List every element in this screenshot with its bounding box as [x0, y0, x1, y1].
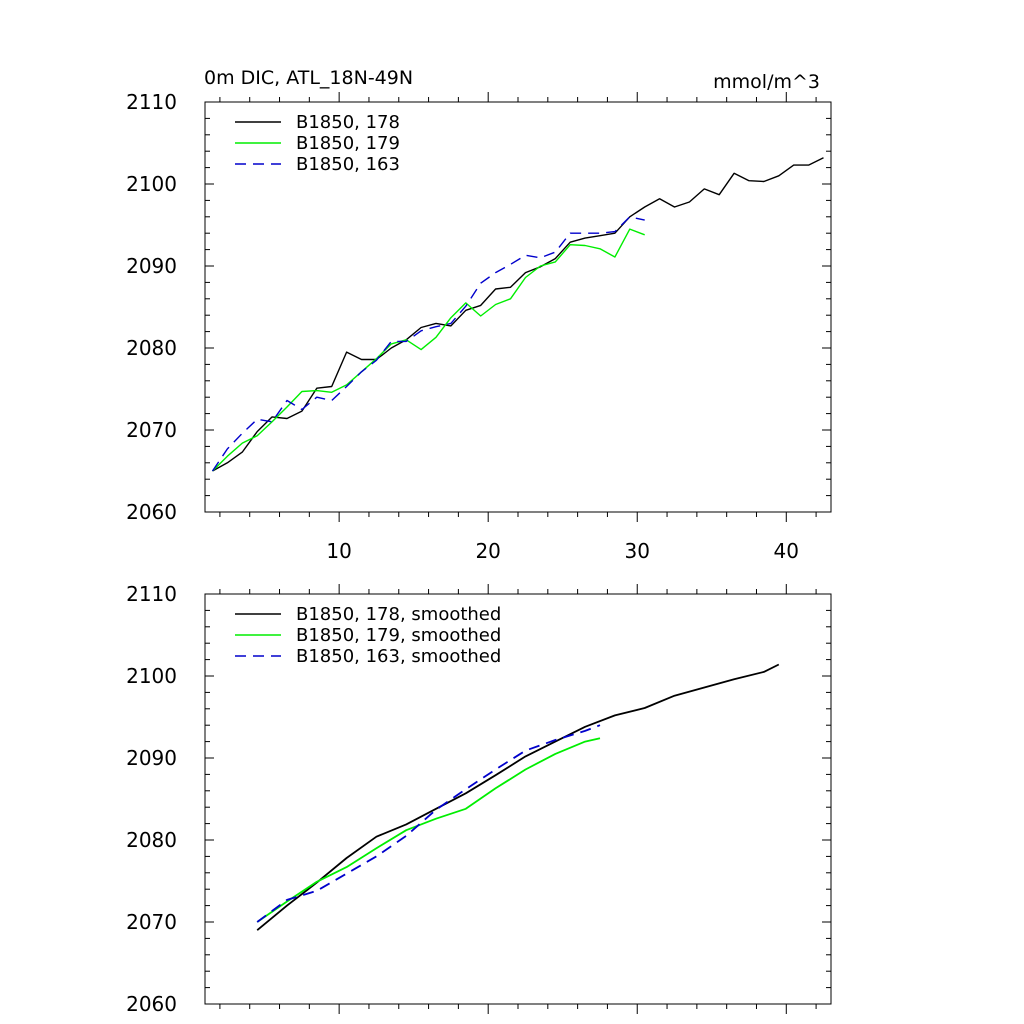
legend-label-1: B1850, 179 — [296, 133, 400, 154]
series-line-0 — [212, 157, 824, 472]
y-tick-label: 2110 — [126, 90, 177, 114]
y-tick-label: 2080 — [126, 336, 177, 360]
legend-label-0: B1850, 178 — [296, 112, 400, 133]
legend-label-2: B1850, 163 — [296, 154, 400, 175]
series-line-1 — [256, 737, 601, 923]
chart-title: 0m DIC, ATL_18N-49N — [204, 67, 413, 89]
legend-label-1: B1850, 179, smoothed — [296, 625, 501, 646]
y-tick-label: 2060 — [126, 500, 177, 524]
series-line-2 — [211, 216, 645, 472]
x-tick-label: 20 — [475, 539, 500, 563]
y-tick-label: 2100 — [126, 172, 177, 196]
y-tick-label: 2080 — [126, 828, 177, 852]
y-tick-label: 2070 — [126, 910, 177, 934]
y-tick-label: 2060 — [126, 992, 177, 1016]
y-tick-label: 2090 — [126, 746, 177, 770]
y-tick-label: 2090 — [126, 254, 177, 278]
legend-label-0: B1850, 178, smoothed — [296, 604, 501, 625]
series-line-0 — [256, 663, 780, 931]
y-tick-label: 2100 — [126, 664, 177, 688]
x-tick-label: 40 — [774, 539, 799, 563]
series-line-1 — [212, 228, 645, 472]
x-tick-label: 30 — [625, 539, 650, 563]
y-tick-label: 2110 — [126, 582, 177, 606]
x-tick-label: 10 — [326, 539, 351, 563]
bottom-chart-panel: 2060 2070 2080 2090 2100 2110 B1850, 178, smoo… — [126, 582, 832, 1016]
y-tick-label: 2070 — [126, 418, 177, 442]
legend-label-2: B1850, 163, smoothed — [296, 646, 501, 667]
units-label: mmol/m^3 — [713, 71, 820, 93]
top-chart-panel: 2060 2070 2080 2090 2100 2110 10 20 30 40 B1850, 1… — [126, 90, 832, 563]
series-line-2 — [256, 724, 601, 923]
